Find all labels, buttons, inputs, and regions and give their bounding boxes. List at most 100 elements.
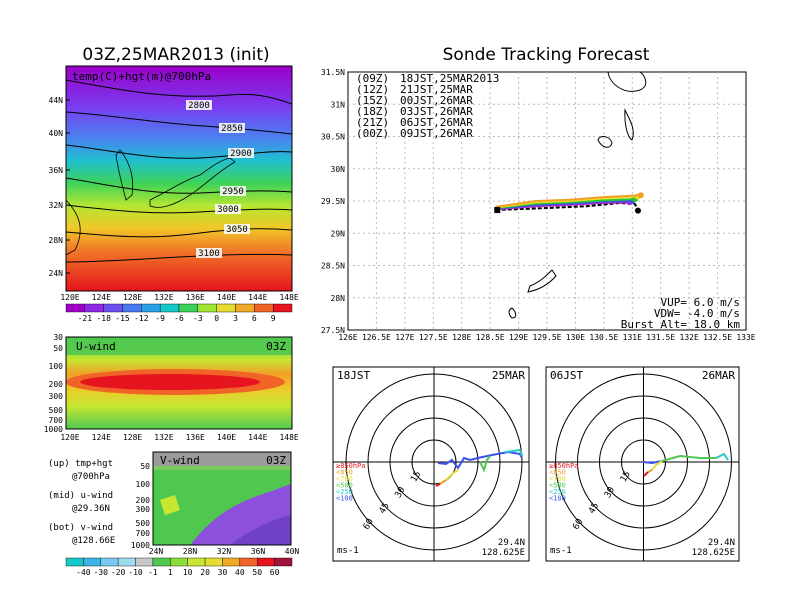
sonde-parameter: Burst Alt= 18.0 km: [621, 318, 741, 331]
ring-label: 15: [409, 470, 423, 484]
legend-utc: (15Z): [356, 94, 389, 107]
u-y-tick: 50: [53, 344, 63, 353]
ring-label: 30: [394, 485, 408, 499]
pressure-legend: <850: [336, 469, 353, 477]
track-x-tick: 130E: [566, 333, 585, 342]
u-x-tick: 140E: [217, 433, 236, 442]
hodograph-lon: 128.625E: [692, 548, 735, 558]
launch-site-marker: [494, 207, 501, 214]
top-x-tick: 136E: [186, 293, 205, 302]
colorbar-label: -10: [128, 568, 143, 577]
top-y-tick: 44N: [49, 96, 64, 105]
sonde-landing-point: [637, 192, 644, 199]
colorbar-label: 10: [183, 568, 193, 577]
colorbar-label: -6: [174, 314, 184, 323]
colorbar-swatch: [65, 557, 84, 567]
u-x-tick: 124E: [92, 433, 111, 442]
hodograph-lat: 29.4N: [708, 538, 735, 548]
colorbar-swatch: [272, 303, 293, 313]
contour-labels: 2800 2850 2900 2950 3000 3050 3100: [186, 100, 254, 259]
colorbar-swatch: [204, 557, 223, 567]
u-x-tick: 120E: [60, 433, 79, 442]
colorbar-swatch: [122, 303, 142, 313]
hodograph-lon: 128.625E: [482, 548, 525, 558]
hodograph-unit: ms-1: [550, 546, 572, 556]
colorbar-label: 9: [271, 314, 276, 323]
hodograph-2-frame: [545, 366, 740, 562]
track-gridlines: [348, 72, 746, 330]
track-x-tick: 127.5E: [419, 333, 448, 342]
sonde-parameter: VDW= -4.0 m/s: [654, 307, 740, 320]
contour-label-bg: [215, 204, 241, 214]
legend-utc: (09Z): [356, 72, 389, 85]
ring-label: 30: [603, 485, 617, 499]
top-y-tick: 32N: [49, 201, 64, 210]
track-x-tick: 127E: [395, 333, 414, 342]
contour-label: 2800: [188, 101, 210, 111]
temperature-colorbar: -21 -18 -15 -12 -9 -6 -3 0 3 6 9: [65, 303, 293, 323]
temperature-map-frame: [65, 65, 293, 292]
colorbar-swatch: [197, 303, 217, 313]
track-x-tick: 130.5E: [589, 333, 618, 342]
hodograph-2-trace: [642, 452, 729, 477]
v-wind-frame: [152, 451, 292, 546]
sonde-track-line: [495, 201, 639, 212]
legend-utc: (12Z): [356, 83, 389, 96]
coastlines: [508, 72, 647, 319]
track-map-x-axis: 126E 126.5E 127E 127.5E 128E 128.5E 129E 129.5E…: [338, 333, 755, 342]
track-y-tick: 29.5N: [321, 197, 345, 206]
colorbar-label: 60: [270, 568, 280, 577]
top-y-tick: 36N: [49, 166, 64, 175]
track-y-tick: 30N: [331, 165, 346, 174]
track-map-y-axis: 31.5N 31N 30.5N 30N 29.5N 29N 28.5N 28N 27.5N: [321, 68, 345, 335]
temperature-map-y-axis: 44N 40N 36N 32N 28N 24N: [49, 96, 70, 278]
u-y-tick: 1000: [44, 425, 63, 434]
track-y-tick: 27.5N: [321, 326, 345, 335]
right-title: Sonde Tracking Forecast: [443, 45, 650, 65]
colorbar-swatch: [159, 303, 180, 313]
sonde-track-line: [495, 198, 636, 210]
legend-jst: 21JST,25MAR: [400, 83, 473, 96]
ring-label: 60: [571, 517, 585, 531]
track-x-tick: 131E: [623, 333, 642, 342]
colorbar-label: -9: [155, 314, 165, 323]
u-wind-frame: [65, 336, 293, 430]
contour-label: 3050: [226, 225, 248, 235]
contour-label-bg: [228, 148, 254, 158]
left-title: 03Z,25MAR2013 (init): [82, 45, 269, 65]
colorbar-swatch: [65, 303, 86, 313]
colorbar-label: -18: [96, 314, 111, 323]
top-y-tick: 28N: [49, 236, 64, 245]
temperature-map: 2800 2850 2900 2950 3000 3050 3100 temp(C)+hgt…: [49, 65, 299, 323]
track-x-tick: 129E: [509, 333, 528, 342]
v-y-tick: 300: [136, 505, 151, 514]
contour-label-bg: [224, 224, 250, 234]
note-line: @29.36N: [72, 504, 110, 514]
v-wind-title: V-wind: [160, 454, 200, 467]
contour-label: 2850: [221, 124, 243, 134]
track-y-tick: 29N: [331, 229, 346, 238]
legend-jst: 06JST,26MAR: [400, 116, 473, 129]
top-x-tick: 148E: [279, 293, 298, 302]
ring-label: 45: [587, 501, 601, 515]
sonde-track-line: [495, 194, 641, 208]
colorbar-label: -15: [115, 314, 130, 323]
note-line: (up) tmp+hgt: [48, 459, 113, 469]
pressure-legend: <700: [549, 475, 566, 483]
colorbar-swatch: [222, 557, 241, 567]
hodograph-unit: ms-1: [337, 546, 359, 556]
colorbar-swatch: [257, 557, 275, 567]
contour-label: 2950: [222, 187, 244, 197]
track-x-tick: 126E: [338, 333, 357, 342]
u-x-tick: 144E: [248, 433, 267, 442]
v-x-tick: 36N: [251, 547, 266, 556]
contour-label: 3100: [198, 249, 220, 259]
contour-label-bg: [219, 123, 245, 133]
v-y-tick: 500: [136, 519, 151, 528]
pressure-legend: <250: [549, 488, 566, 496]
colorbar-swatch: [274, 557, 293, 567]
colorbar-swatch: [117, 557, 136, 567]
